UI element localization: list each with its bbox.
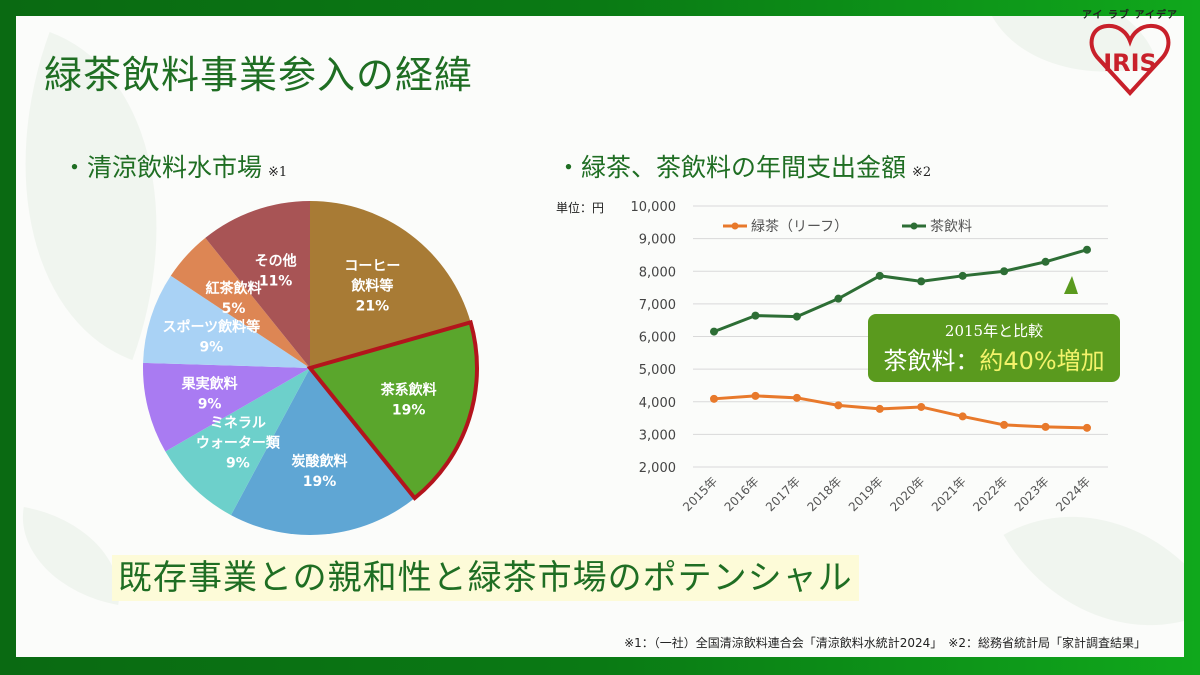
left-heading-text: ・清涼飲料水市場	[62, 153, 263, 182]
callout-line2: 茶飲料：約40%増加	[868, 341, 1120, 376]
leaf-decoration	[1003, 459, 1184, 657]
left-heading-note: ※1	[268, 165, 288, 180]
left-heading: ・清涼飲料水市場 ※1	[62, 148, 287, 184]
right-heading-note: ※2	[912, 165, 932, 180]
conclusion-banner: 既存事業との親和性と緑茶市場のポテンシャル	[112, 555, 859, 601]
page-title: 緑茶飲料事業参入の経緯	[44, 53, 474, 97]
right-heading-text: ・緑茶、茶飲料の年間支出金額	[556, 153, 907, 182]
callout-prefix: 茶飲料：	[883, 347, 980, 375]
callout-highlight: 約40%増加	[979, 347, 1105, 375]
source-footnote: ※1：（一社）全国清涼飲料連合会「清涼飲料水統計2024」 ※2：総務省統計局「…	[624, 636, 1146, 650]
logo-brand: IRIS	[1103, 49, 1157, 77]
callout-line1: 2015年と比較	[944, 322, 1044, 340]
callout-box: 2015年と比較 茶飲料：約40%増加	[868, 314, 1120, 382]
heart-logo-icon: IRIS	[1089, 23, 1171, 96]
logo-tagline: アイ ラブ アイデア	[1082, 10, 1178, 21]
iris-logo: アイ ラブ アイデア IRIS	[1082, 6, 1178, 103]
right-heading: ・緑茶、茶飲料の年間支出金額 ※2	[556, 148, 931, 184]
